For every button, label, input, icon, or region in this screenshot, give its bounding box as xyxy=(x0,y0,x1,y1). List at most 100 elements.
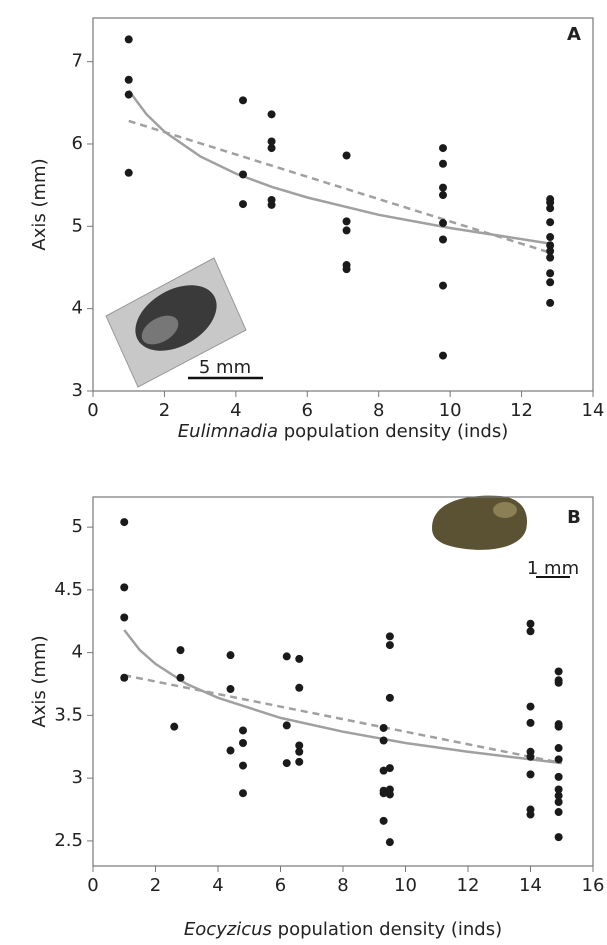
x-axis-label-italic: Eocyzicus xyxy=(184,919,272,940)
data-point xyxy=(554,797,563,806)
data-point xyxy=(239,96,247,105)
data-point xyxy=(379,723,388,732)
y-tick-label: 5 xyxy=(72,516,83,537)
data-point xyxy=(385,790,394,799)
y-axis-label: Axis (mm) xyxy=(29,635,50,727)
x-tick-label: 6 xyxy=(275,875,286,896)
data-point xyxy=(554,678,563,687)
data-point xyxy=(342,265,351,274)
data-point xyxy=(546,233,555,242)
y-tick-label: 3 xyxy=(72,767,83,788)
x-tick-label: 16 xyxy=(582,875,605,896)
x-tick-label: 6 xyxy=(302,400,313,421)
data-point xyxy=(239,739,247,747)
data-point xyxy=(554,791,563,800)
x-axis-label-italic: Eulimnadia xyxy=(178,421,278,442)
x-tick-label: 14 xyxy=(519,875,542,896)
scale-bar-label: 1 mm xyxy=(527,558,579,579)
data-point xyxy=(546,269,555,278)
data-point xyxy=(554,833,563,842)
data-point xyxy=(385,641,394,650)
x-tick-label: 2 xyxy=(159,400,170,421)
data-point xyxy=(546,218,555,227)
data-point xyxy=(176,646,185,655)
data-point xyxy=(176,673,185,682)
data-point xyxy=(342,217,351,226)
y-tick-label: 5 xyxy=(72,215,83,236)
y-tick-label: 4 xyxy=(72,642,83,663)
x-axis-label-rest: population density (inds) xyxy=(284,421,508,442)
data-point xyxy=(124,35,133,44)
data-point xyxy=(526,752,535,761)
data-point xyxy=(379,766,388,775)
fit-line xyxy=(123,629,562,765)
specimen-photo-a xyxy=(105,257,263,388)
data-point xyxy=(282,759,291,768)
y-tick-label: 4.5 xyxy=(54,579,83,600)
axis-frame xyxy=(92,17,594,392)
x-tick-label: 8 xyxy=(337,875,348,896)
data-point xyxy=(120,583,129,592)
data-point xyxy=(439,159,447,168)
data-point xyxy=(439,191,447,200)
y-tick-label: 2.5 xyxy=(54,830,83,851)
data-point xyxy=(385,632,394,641)
data-point xyxy=(546,198,555,207)
panel-label: B xyxy=(567,507,581,528)
data-point xyxy=(295,654,304,663)
data-point xyxy=(546,241,555,250)
data-point xyxy=(120,518,129,527)
y-tick-label: 4 xyxy=(72,298,83,319)
y-tick-label: 3 xyxy=(72,380,83,401)
data-point xyxy=(342,151,351,160)
y-tick-label: 3.5 xyxy=(54,704,83,725)
data-point xyxy=(385,838,394,847)
data-point xyxy=(546,204,555,213)
x-tick-label: 12 xyxy=(457,875,480,896)
data-point xyxy=(554,808,563,817)
data-point xyxy=(239,726,247,735)
data-point xyxy=(226,685,235,694)
data-point xyxy=(554,722,563,731)
data-point xyxy=(439,351,447,360)
data-point xyxy=(267,110,276,119)
data-point xyxy=(226,746,235,755)
data-point xyxy=(379,816,388,825)
data-point xyxy=(239,761,247,770)
x-tick-label: 14 xyxy=(582,400,605,421)
x-axis-label-rest: population density (inds) xyxy=(278,919,502,940)
data-point xyxy=(439,183,447,192)
x-tick-label: 0 xyxy=(87,875,98,896)
data-point xyxy=(282,652,291,661)
data-point xyxy=(342,226,351,235)
data-point xyxy=(546,253,555,262)
data-point xyxy=(295,747,304,756)
data-point xyxy=(546,247,555,256)
data-point xyxy=(379,789,388,798)
data-point xyxy=(239,200,247,209)
data-point xyxy=(120,613,129,622)
data-point xyxy=(385,764,394,773)
data-point xyxy=(526,619,535,628)
data-point xyxy=(267,137,276,146)
x-tick-label: 4 xyxy=(212,875,223,896)
data-point xyxy=(295,683,304,692)
data-point xyxy=(124,90,133,99)
data-point xyxy=(554,785,563,794)
data-point xyxy=(526,627,535,636)
data-point xyxy=(554,667,563,676)
x-tick-label: 0 xyxy=(87,400,98,421)
data-point xyxy=(282,721,291,730)
data-point xyxy=(546,278,555,287)
data-point xyxy=(385,693,394,702)
x-tick-label: 2 xyxy=(150,875,161,896)
x-tick-label: 12 xyxy=(510,400,533,421)
data-point xyxy=(554,744,563,753)
y-axis-label: Axis (mm) xyxy=(29,158,50,250)
axis-frame xyxy=(92,496,594,867)
y-tick-label: 7 xyxy=(72,51,83,72)
data-point xyxy=(124,75,133,84)
fit-line xyxy=(128,119,551,254)
data-point xyxy=(554,755,563,764)
panel-label: A xyxy=(567,24,581,45)
